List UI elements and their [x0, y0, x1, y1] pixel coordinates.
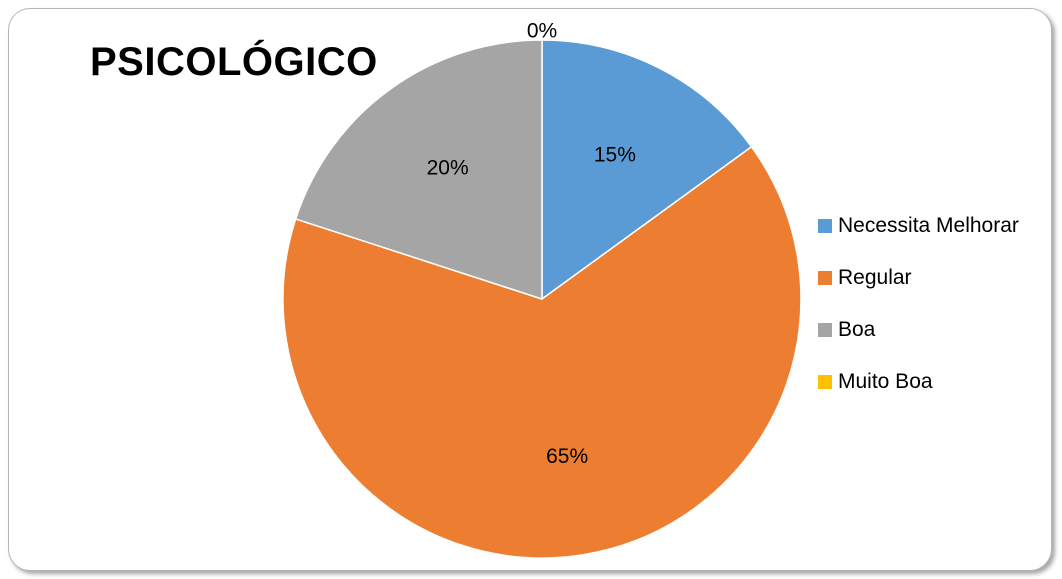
pie-slice-necessita-melhorar	[541, 39, 753, 301]
legend-item-regular: Regular	[818, 266, 1019, 290]
legend-item-necessita-melhorar: Necessita Melhorar	[818, 214, 1019, 238]
data-label-muito-boa: 0%	[527, 20, 557, 43]
legend-label: Necessita Melhorar	[838, 214, 1019, 237]
legend-swatch	[818, 375, 832, 389]
pie-slice-boa	[294, 39, 543, 301]
data-label-regular: 65%	[546, 445, 588, 468]
legend-swatch	[818, 271, 832, 285]
legend-label: Muito Boa	[838, 370, 933, 393]
data-label-necessita-melhorar: 15%	[594, 143, 636, 166]
legend-item-muito-boa: Muito Boa	[818, 370, 1019, 394]
legend-swatch	[818, 323, 832, 337]
chart-title: PSICOLÓGICO	[90, 40, 378, 84]
legend-label: Boa	[838, 318, 876, 341]
legend-swatch	[818, 219, 832, 233]
legend-item-boa: Boa	[818, 318, 1019, 342]
legend-label: Regular	[838, 266, 912, 289]
legend: Necessita Melhorar Regular Boa Muito Boa	[818, 214, 1019, 422]
data-label-boa: 20%	[427, 157, 469, 180]
pie-slice-regular	[282, 145, 802, 559]
